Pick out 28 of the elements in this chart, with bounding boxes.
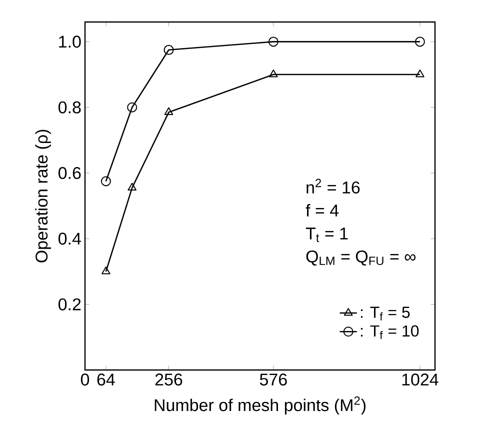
y-tick-label: 0.6 xyxy=(58,166,81,180)
y-tick-label: 1.0 xyxy=(59,36,81,48)
point xyxy=(164,44,174,55)
y-tick-label: 0.8 xyxy=(58,101,81,114)
point xyxy=(102,266,110,274)
legend-label: : T$_{f}$ = 10 xyxy=(360,325,419,340)
annotation: f = 4 xyxy=(306,204,339,216)
annotation: T$_{t}$ = 1 xyxy=(306,228,348,242)
point xyxy=(100,176,111,186)
y-tick-label: 0.2 xyxy=(58,298,81,310)
point xyxy=(414,36,425,47)
x-axis-title: Number of mesh points (M$^{2}$) xyxy=(154,396,366,415)
x-tick-label: 576 xyxy=(260,374,287,386)
point xyxy=(127,102,138,112)
y-axis-title: Operation rate (ρ) xyxy=(35,130,51,262)
x-tick-label: 256 xyxy=(155,374,182,386)
x-tick-label: 1024 xyxy=(402,374,438,386)
y-tick-label: 0.4 xyxy=(58,232,81,245)
legend-label: : T$_{f}$ = 5 xyxy=(360,306,410,320)
point xyxy=(128,182,136,191)
point xyxy=(268,36,278,47)
point xyxy=(164,107,174,116)
annotation: Q$_{LM}$ = Q$_{FU}$ = ∞ xyxy=(306,250,416,266)
x-tick-label: 0 xyxy=(80,374,90,386)
point xyxy=(416,70,424,78)
x-tick-label: 64 xyxy=(97,374,115,386)
annotation: n$^{2}$ = 16 xyxy=(306,178,360,194)
point xyxy=(269,70,278,78)
